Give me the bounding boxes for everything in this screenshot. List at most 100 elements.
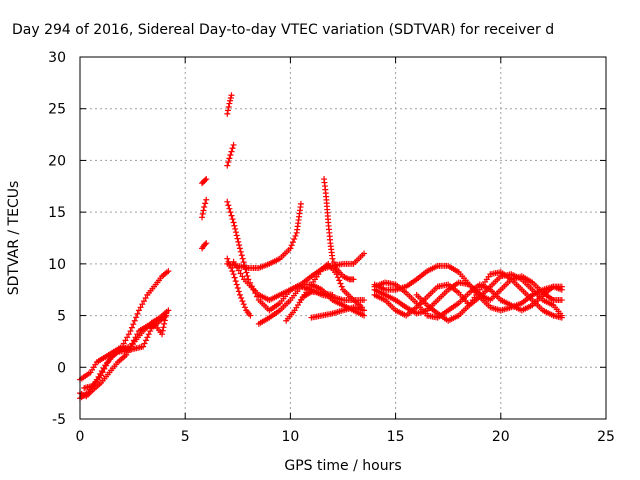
data-point bbox=[228, 92, 235, 99]
data-point bbox=[145, 331, 152, 338]
data-point bbox=[227, 97, 234, 104]
data-point bbox=[330, 259, 337, 266]
data-point bbox=[236, 245, 243, 252]
data-point bbox=[229, 268, 236, 275]
data-point bbox=[225, 103, 232, 110]
data-point bbox=[238, 252, 245, 259]
data-point bbox=[337, 280, 344, 287]
x-tick-label: 10 bbox=[281, 429, 299, 445]
data-point bbox=[361, 297, 368, 304]
data-point bbox=[202, 177, 209, 184]
data-point bbox=[232, 225, 239, 232]
data-point bbox=[129, 340, 136, 347]
data-point bbox=[140, 298, 147, 305]
data-point bbox=[229, 216, 236, 223]
series-arc-7h bbox=[224, 141, 237, 169]
data-point bbox=[202, 241, 209, 248]
data-point bbox=[231, 274, 238, 281]
data-point bbox=[329, 291, 336, 298]
data-point bbox=[144, 334, 151, 341]
y-tick-label: 10 bbox=[48, 257, 66, 273]
data-point bbox=[361, 250, 368, 257]
data-point bbox=[239, 255, 246, 262]
data-point bbox=[165, 307, 172, 314]
data-point bbox=[234, 235, 241, 242]
data-point bbox=[120, 340, 127, 347]
data-point bbox=[235, 288, 242, 295]
data-point bbox=[139, 301, 146, 308]
data-point bbox=[203, 196, 210, 203]
data-point bbox=[142, 294, 149, 301]
data-point bbox=[227, 95, 234, 102]
series-drop-b bbox=[224, 255, 254, 319]
data-point bbox=[161, 320, 168, 327]
data-point bbox=[236, 291, 243, 298]
y-tick-label: 15 bbox=[48, 205, 66, 221]
data-point bbox=[297, 200, 304, 207]
data-point bbox=[226, 100, 233, 107]
data-point bbox=[232, 229, 239, 236]
data-point bbox=[203, 176, 210, 183]
data-point bbox=[124, 334, 131, 341]
data-point bbox=[165, 268, 172, 275]
data-point bbox=[119, 343, 126, 350]
series-arc-9h bbox=[224, 200, 304, 271]
data-point bbox=[200, 207, 207, 214]
data-point bbox=[133, 314, 140, 321]
data-point bbox=[232, 278, 239, 285]
data-point bbox=[125, 331, 132, 338]
data-point bbox=[288, 242, 295, 249]
data-point bbox=[239, 298, 246, 305]
data-point bbox=[228, 212, 235, 219]
data-point bbox=[224, 255, 231, 262]
data-point bbox=[160, 324, 167, 331]
data-point bbox=[99, 369, 106, 376]
data-point bbox=[130, 321, 137, 328]
data-point bbox=[333, 271, 340, 278]
series-arc-6h-a bbox=[199, 240, 210, 252]
x-tick-label: 20 bbox=[492, 429, 510, 445]
data-point bbox=[336, 277, 343, 284]
y-tick-label: 5 bbox=[57, 309, 66, 325]
data-point bbox=[142, 337, 149, 344]
data-point bbox=[141, 340, 148, 347]
data-point bbox=[228, 148, 235, 155]
data-point bbox=[224, 110, 231, 117]
data-point bbox=[128, 324, 135, 331]
series-spike-12h bbox=[321, 176, 357, 283]
data-point bbox=[244, 272, 251, 279]
data-point bbox=[226, 205, 233, 212]
data-point bbox=[131, 317, 138, 324]
data-point bbox=[235, 238, 242, 245]
data-point bbox=[224, 162, 231, 169]
x-tick-label: 5 bbox=[181, 429, 190, 445]
series-hump-11h bbox=[297, 260, 365, 311]
data-point bbox=[140, 343, 147, 350]
data-point bbox=[233, 281, 240, 288]
data-point bbox=[225, 158, 232, 165]
data-point bbox=[135, 307, 142, 314]
data-point bbox=[225, 202, 232, 209]
data-point bbox=[292, 232, 299, 239]
data-point bbox=[240, 301, 247, 308]
data-point bbox=[202, 200, 209, 207]
series-arc-6h-c bbox=[199, 176, 210, 187]
y-tick-label: -5 bbox=[52, 412, 66, 428]
data-point bbox=[230, 219, 237, 226]
data-point bbox=[287, 245, 294, 252]
x-tick-label: 0 bbox=[76, 429, 85, 445]
data-point bbox=[132, 334, 139, 341]
data-point bbox=[199, 210, 206, 217]
data-point bbox=[201, 203, 208, 210]
data-points bbox=[77, 92, 565, 402]
data-point bbox=[227, 209, 234, 216]
data-point bbox=[238, 294, 245, 301]
y-tick-label: 25 bbox=[48, 102, 66, 118]
series-late-e bbox=[371, 279, 565, 321]
y-axis-title: SDTVAR / TECUs bbox=[6, 181, 22, 296]
data-point bbox=[558, 297, 565, 304]
data-point bbox=[163, 312, 170, 319]
data-point bbox=[291, 236, 298, 243]
data-point bbox=[159, 331, 166, 338]
